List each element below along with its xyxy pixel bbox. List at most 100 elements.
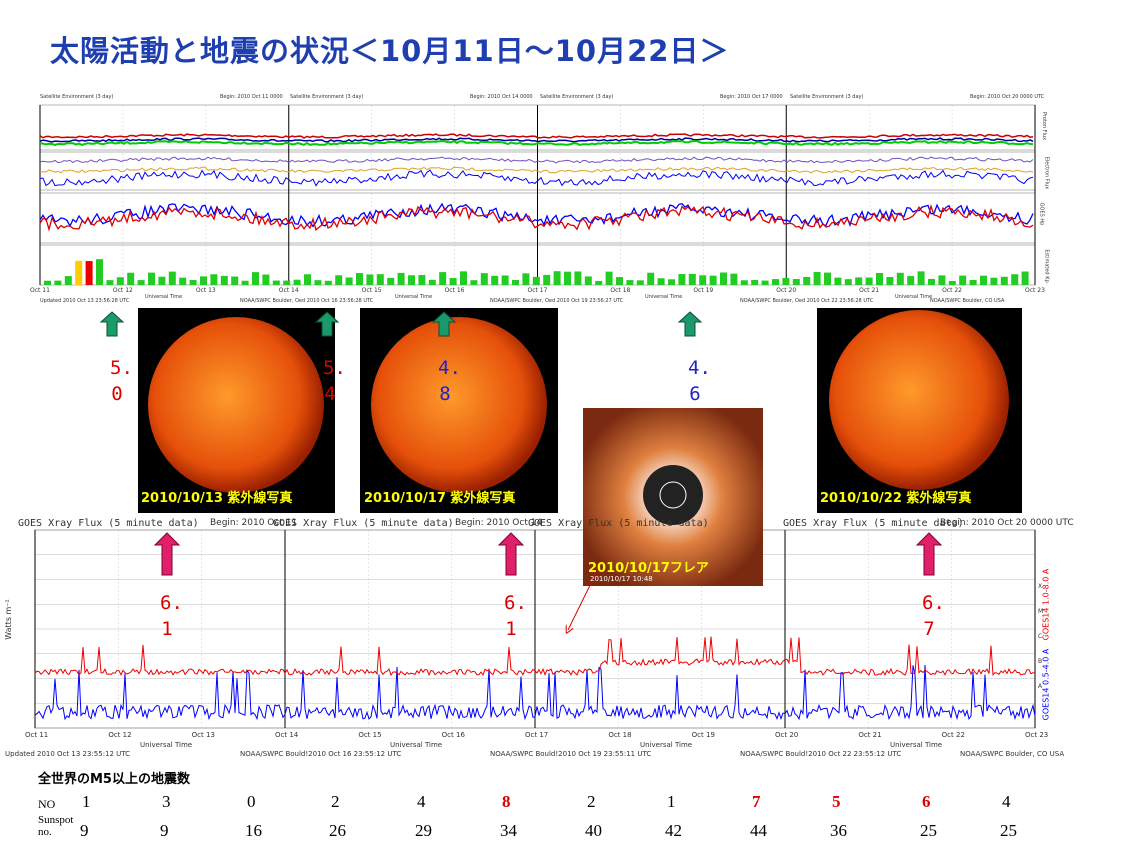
date-label: Oct 18 bbox=[608, 731, 632, 739]
kp-bar bbox=[54, 280, 62, 285]
date-label: Oct 19 bbox=[693, 287, 714, 294]
panel-begin: Begin: 2010 Oct 20 0000 UTC bbox=[970, 94, 1045, 100]
kp-bar bbox=[418, 274, 426, 285]
occulter bbox=[643, 465, 703, 525]
date-label: Oct 18 bbox=[610, 287, 631, 294]
kp-bar bbox=[75, 260, 83, 285]
kp-bar bbox=[449, 278, 457, 285]
magnitude: 4.6 bbox=[688, 357, 711, 405]
quake-count: 0 bbox=[247, 792, 256, 811]
kp-bar bbox=[335, 275, 343, 285]
kp-bar bbox=[990, 277, 998, 285]
photo-caption: 2010/10/17フレア bbox=[588, 561, 709, 576]
kp-bar bbox=[439, 272, 447, 285]
kp-bar bbox=[761, 280, 769, 285]
kp-bar bbox=[376, 274, 384, 285]
kp-bar bbox=[304, 274, 311, 285]
sunspot-count: 25 bbox=[920, 821, 937, 840]
kp-bar bbox=[928, 278, 935, 285]
kp-bar bbox=[179, 277, 187, 285]
kp-bar bbox=[824, 272, 831, 285]
footer: NOAA/SWPC Boulder, Oed 2010 Oct 19 23:56… bbox=[490, 298, 624, 304]
kp-bar bbox=[501, 275, 509, 285]
kp-bar bbox=[428, 279, 436, 285]
kp-bar bbox=[886, 277, 894, 285]
date-label: Oct 16 bbox=[444, 287, 465, 294]
kp-bar bbox=[574, 271, 582, 285]
axis-label: Universal Time bbox=[895, 294, 933, 300]
trace bbox=[34, 664, 1036, 721]
occulter-ring bbox=[659, 481, 687, 509]
kp-bar bbox=[231, 276, 239, 285]
kp-bar bbox=[522, 273, 530, 285]
panel-begin: Begin: 2010 Oct 17 0000 bbox=[720, 94, 783, 100]
date-label: Oct 11 bbox=[25, 731, 49, 739]
quake-count: 8 bbox=[502, 792, 511, 811]
kp-bar bbox=[283, 280, 291, 285]
pink-arrows bbox=[153, 532, 943, 576]
kp-bar bbox=[647, 272, 655, 285]
date-label: Oct 17 bbox=[527, 287, 548, 294]
kp-bar bbox=[834, 277, 842, 285]
kp-bar bbox=[262, 274, 270, 285]
flare-class: M bbox=[1038, 608, 1044, 615]
kp-bar bbox=[730, 273, 738, 285]
kp-bar bbox=[1000, 276, 1008, 285]
kp-bar bbox=[855, 277, 863, 285]
kp-bar bbox=[959, 275, 967, 285]
date-label: Oct 11 bbox=[30, 287, 50, 294]
kp-bar bbox=[553, 271, 561, 285]
flare-class: C bbox=[1038, 633, 1043, 640]
kp-bar bbox=[512, 279, 519, 285]
panel-begin: Begin: 2010 Oct 11 bbox=[210, 518, 298, 528]
kp-bar bbox=[106, 280, 114, 285]
kp-bar bbox=[532, 276, 540, 285]
kp-bar bbox=[564, 271, 571, 285]
trace bbox=[39, 202, 1034, 228]
kp-bar bbox=[876, 272, 883, 285]
kp-bar bbox=[917, 271, 925, 285]
date-label: Oct 13 bbox=[195, 287, 216, 294]
quake-count: 4 bbox=[417, 792, 426, 811]
panel-header: GOES Xray Flux (5 minute data) bbox=[273, 518, 454, 529]
trace bbox=[39, 166, 1034, 174]
green-arrows bbox=[99, 311, 703, 337]
legend: GOES14 1.0-8.0 A bbox=[1041, 568, 1051, 641]
kp-bar bbox=[907, 276, 915, 285]
date-label: Oct 12 bbox=[108, 731, 132, 739]
kp-bar bbox=[491, 275, 499, 285]
footer: NOAA/SWPC Bould!2010 Oct 16 23:55:12 UTC bbox=[240, 750, 402, 758]
table-heading: 全世界のM5以上の地震数 bbox=[38, 772, 190, 787]
kp-bar bbox=[605, 271, 613, 285]
sunspot-count: 29 bbox=[415, 821, 432, 840]
footer: Updated 2010 Oct 13 23:56:28 UTC bbox=[40, 298, 130, 304]
axis-label: Universal Time bbox=[140, 741, 193, 749]
footer: NOAA/SWPC Boulder, Oed 2010 Oct 22 23:56… bbox=[740, 298, 874, 304]
kp-bar bbox=[938, 275, 946, 285]
side-label: GOES Hp bbox=[1038, 202, 1045, 226]
panel-header: Satellite Environment (3 day) bbox=[290, 94, 364, 100]
magnitude: 6.7 bbox=[922, 592, 945, 640]
sunspot-count: 25 bbox=[1000, 821, 1017, 840]
sunspot-count: 42 bbox=[665, 821, 682, 840]
panel-header: GOES Xray Flux (5 minute data) bbox=[783, 518, 964, 529]
kp-bar bbox=[782, 277, 790, 285]
date-label: Oct 20 bbox=[775, 731, 799, 739]
satellite-panel bbox=[39, 104, 1036, 286]
kp-bar bbox=[688, 273, 696, 285]
panel-begin: Begin: 2010 Oct 20 0000 UTC bbox=[940, 518, 1074, 528]
magnitude: 6.1 bbox=[504, 592, 527, 640]
kp-bar bbox=[657, 278, 665, 285]
quake-count: 3 bbox=[162, 792, 171, 811]
quake-count: 1 bbox=[667, 792, 676, 811]
kp-bar bbox=[636, 280, 644, 285]
footer: Updated 2010 Oct 13 23:55:12 UTC bbox=[5, 750, 131, 758]
quake-count: 1 bbox=[82, 792, 91, 811]
sunspot-count: 9 bbox=[160, 821, 169, 840]
date-label: Oct 20 bbox=[776, 287, 797, 294]
panel-header: Satellite Environment (3 day) bbox=[40, 94, 114, 100]
kp-bar bbox=[137, 280, 145, 285]
sun-image bbox=[371, 317, 547, 493]
